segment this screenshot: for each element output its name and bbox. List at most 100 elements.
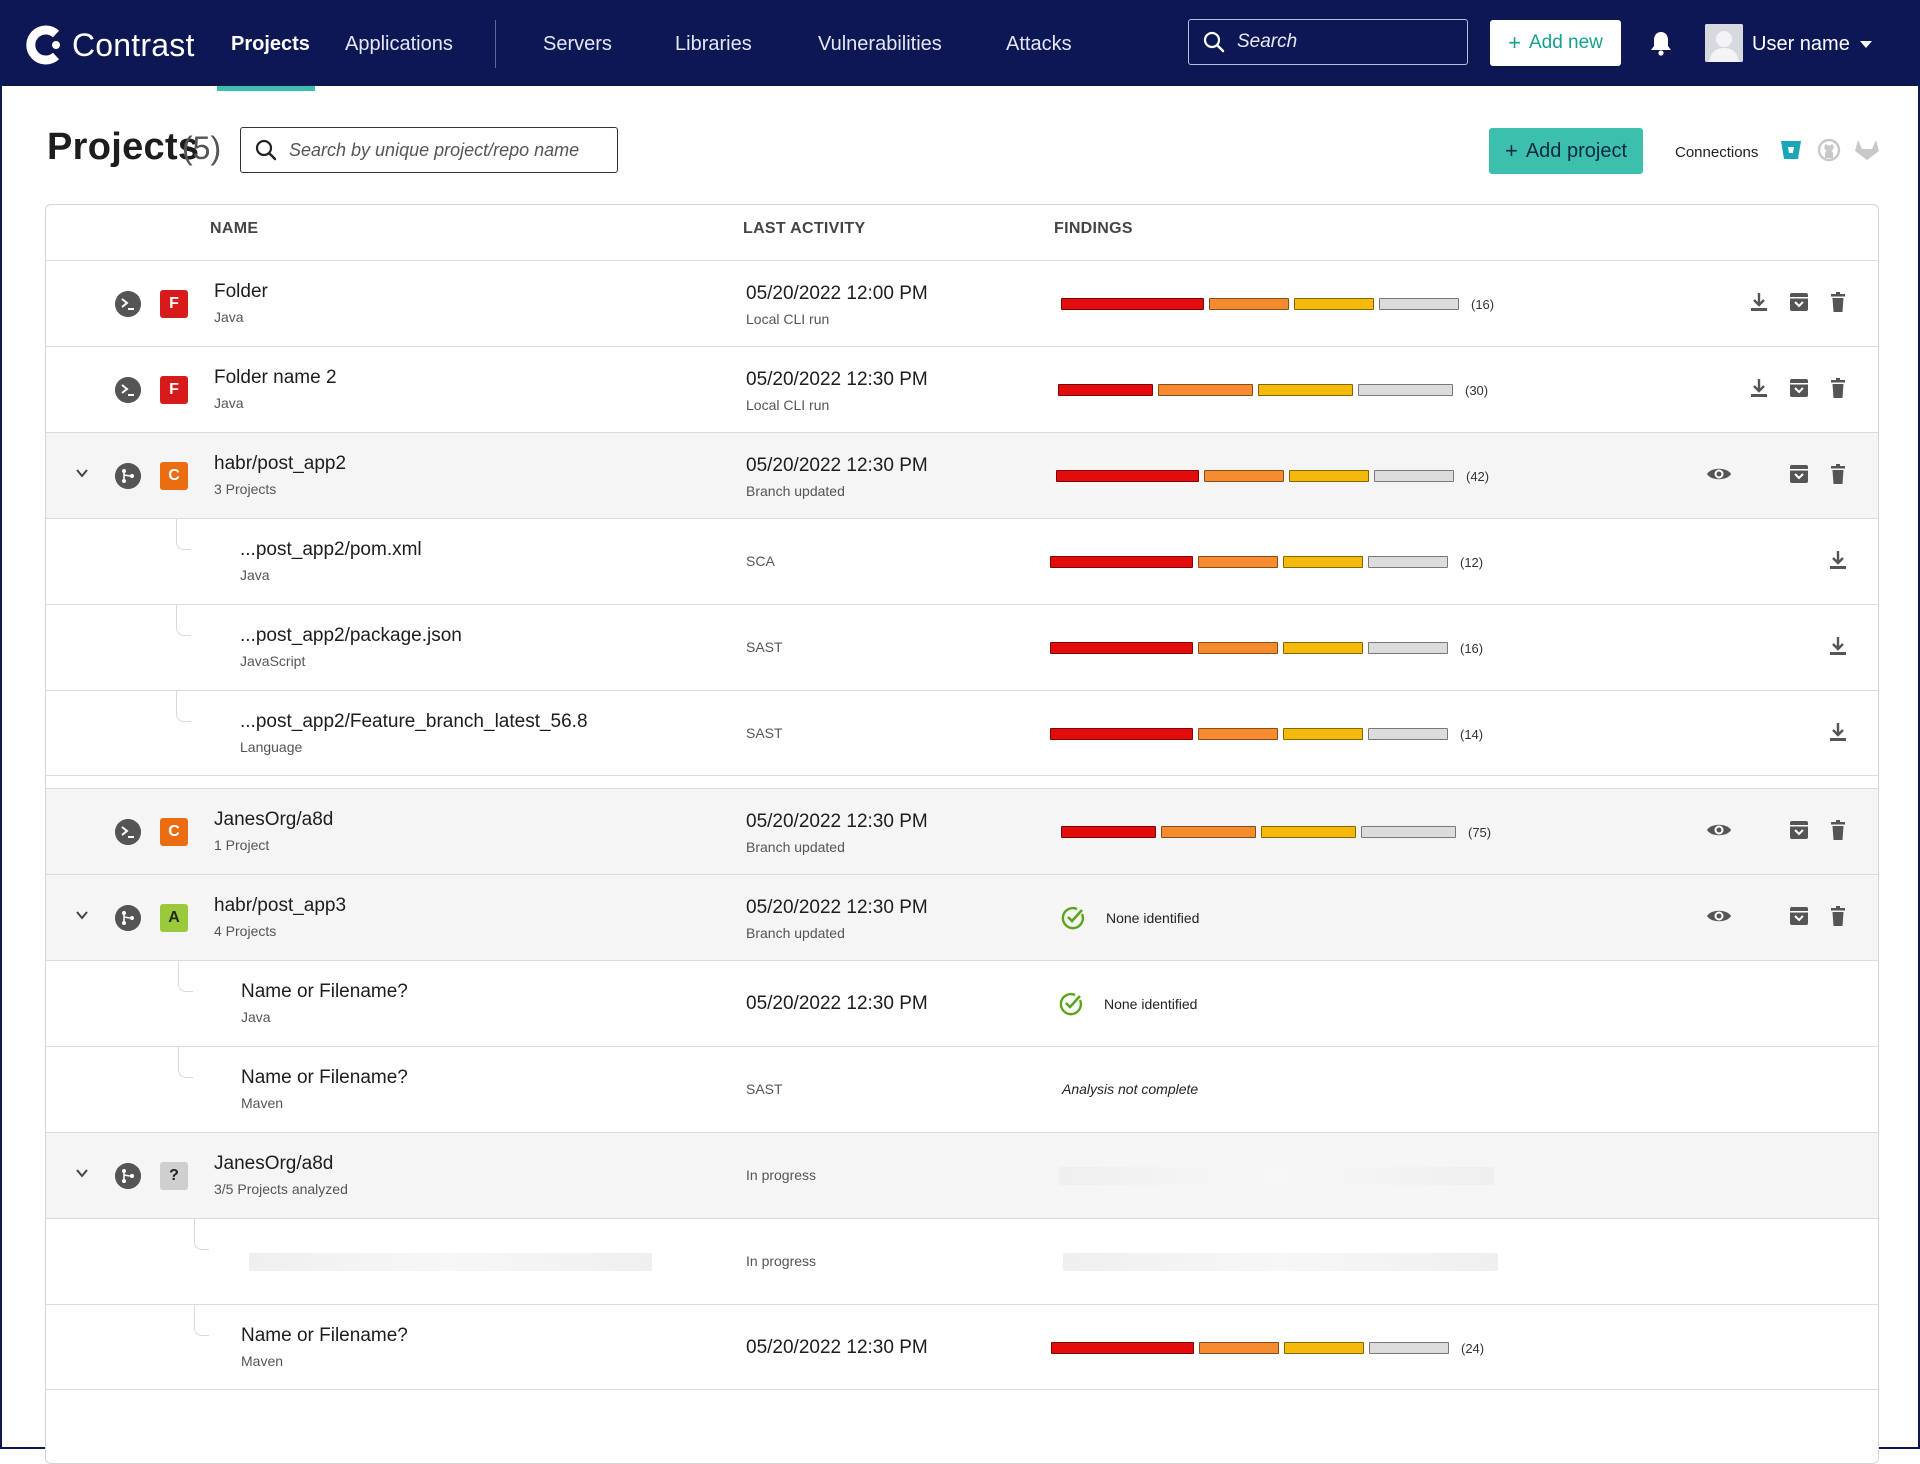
subproject-language: Language (240, 739, 303, 755)
delete-button[interactable] (1825, 375, 1851, 401)
table-row[interactable]: ? JanesOrg/a8d 3/5 Projects analyzed In … (46, 1132, 1878, 1218)
high-segment (1209, 298, 1289, 310)
project-name[interactable]: Folder name 2 (214, 367, 337, 388)
column-header-findings[interactable]: FINDINGS (1054, 220, 1133, 237)
subproject-name[interactable]: Name or Filename? (241, 1325, 408, 1346)
nav-attacks[interactable]: Attacks (1006, 33, 1072, 55)
column-header-name[interactable]: NAME (210, 220, 259, 237)
delete-button[interactable] (1825, 461, 1851, 487)
add-project-button[interactable]: + Add project (1489, 128, 1643, 174)
archive-icon (1790, 293, 1808, 311)
table-row-child[interactable]: ...post_app2/pom.xml Java SCA (12) (46, 518, 1878, 604)
download-button[interactable] (1746, 289, 1772, 315)
subproject-name[interactable]: Name or Filename? (241, 1067, 408, 1088)
nav-applications[interactable]: Applications (345, 33, 453, 55)
bell-icon[interactable] (1650, 30, 1672, 56)
nav-projects[interactable]: Projects (231, 33, 310, 55)
contrast-logo[interactable]: Contrast (26, 24, 195, 66)
table-row[interactable]: F Folder Java 05/20/2022 12:00 PM Local … (46, 260, 1878, 346)
table-row-child[interactable]: Name or Filename? Maven 05/20/2022 12:30… (46, 1304, 1878, 1390)
project-search[interactable] (240, 127, 618, 173)
download-icon (1830, 723, 1846, 741)
high-segment (1204, 470, 1284, 482)
critical-segment (1050, 556, 1193, 568)
download-button[interactable] (1825, 719, 1851, 745)
global-search-input[interactable] (1235, 30, 1459, 54)
chevron-down-icon[interactable] (75, 1166, 89, 1180)
critical-segment (1056, 470, 1199, 482)
column-header-last-activity[interactable]: LAST ACTIVITY (743, 220, 866, 237)
archive-button[interactable] (1786, 903, 1812, 929)
plus-icon: + (1508, 30, 1521, 55)
download-icon (1830, 637, 1846, 655)
findings-bar[interactable]: (30) (1058, 383, 1488, 398)
findings-bar[interactable]: (16) (1050, 641, 1483, 656)
findings-bar[interactable]: (24) (1051, 1341, 1484, 1356)
table-row[interactable]: C habr/post_app2 3 Projects 05/20/2022 1… (46, 432, 1878, 518)
table-row-child[interactable]: Name or Filename? Maven SAST Analysis no… (46, 1046, 1878, 1132)
project-search-input[interactable] (287, 138, 611, 162)
subproject-name[interactable]: ...post_app2/Feature_branch_latest_56.8 (240, 711, 588, 732)
avatar[interactable] (1705, 24, 1743, 62)
archive-button[interactable] (1786, 817, 1812, 843)
bitbucket-icon[interactable] (1779, 138, 1803, 162)
download-button[interactable] (1825, 633, 1851, 659)
plus-icon: + (1504, 138, 1518, 163)
findings-bar[interactable]: (16) (1061, 297, 1494, 312)
chevron-down-icon[interactable] (75, 466, 89, 480)
nav-vulnerabilities[interactable]: Vulnerabilities (818, 33, 942, 55)
project-name[interactable]: JanesOrg/a8d (214, 1153, 334, 1174)
project-name[interactable]: JanesOrg/a8d (214, 809, 334, 830)
archive-button[interactable] (1786, 375, 1812, 401)
delete-button[interactable] (1825, 817, 1851, 843)
table-row-child[interactable]: Name or Filename? Java 05/20/2022 12:30 … (46, 960, 1878, 1046)
nav-servers[interactable]: Servers (543, 33, 612, 55)
archive-button[interactable] (1786, 289, 1812, 315)
delete-button[interactable] (1825, 903, 1851, 929)
archive-button[interactable] (1786, 461, 1812, 487)
findings-bar[interactable]: (42) (1056, 469, 1489, 484)
project-name[interactable]: habr/post_app3 (214, 895, 347, 916)
last-activity-date: 05/20/2022 12:30 PM (746, 993, 928, 1014)
grade-badge: A (160, 904, 188, 932)
last-activity-type: Branch updated (746, 839, 845, 855)
add-new-label: Add new (1528, 32, 1603, 53)
table-row[interactable]: A habr/post_app3 4 Projects 05/20/2022 1… (46, 874, 1878, 960)
project-name[interactable]: habr/post_app2 (214, 453, 347, 474)
github-icon[interactable] (1817, 138, 1841, 162)
view-button[interactable] (1706, 817, 1732, 843)
delete-button[interactable] (1825, 289, 1851, 315)
download-icon (1751, 379, 1767, 397)
project-name[interactable]: Folder (214, 281, 268, 302)
table-row-child[interactable]: In progress (46, 1218, 1878, 1304)
tree-connector (178, 1047, 193, 1078)
download-button[interactable] (1746, 375, 1772, 401)
table-row[interactable]: F Folder name 2 Java 05/20/2022 12:30 PM… (46, 346, 1878, 432)
check-circle-icon (1061, 906, 1085, 930)
download-icon (1830, 551, 1846, 569)
add-new-button[interactable]: + Add new (1490, 20, 1621, 66)
search-icon (255, 139, 277, 161)
table-row-child[interactable]: ...post_app2/package.json JavaScript SAS… (46, 604, 1878, 690)
table-row[interactable]: C JanesOrg/a8d 1 Project 05/20/2022 12:3… (46, 788, 1878, 874)
download-button[interactable] (1825, 547, 1851, 573)
grade-badge: C (160, 818, 188, 846)
subproject-name[interactable]: Name or Filename? (241, 981, 408, 1002)
view-button[interactable] (1706, 461, 1732, 487)
archive-icon (1790, 821, 1808, 839)
gitlab-icon[interactable] (1854, 138, 1880, 162)
view-button[interactable] (1706, 903, 1732, 929)
global-search[interactable] (1188, 19, 1468, 65)
table-row-child[interactable]: ...post_app2/Feature_branch_latest_56.8 … (46, 690, 1878, 776)
trash-icon (1831, 464, 1845, 484)
findings-bar[interactable]: (75) (1061, 825, 1491, 840)
scan-type: SAST (746, 639, 783, 655)
subproject-name[interactable]: ...post_app2/pom.xml (240, 539, 422, 560)
chevron-down-icon[interactable] (75, 908, 89, 922)
subproject-name[interactable]: ...post_app2/package.json (240, 625, 462, 646)
findings-bar[interactable]: (14) (1050, 727, 1483, 742)
tree-connector (194, 1219, 209, 1250)
findings-bar[interactable]: (12) (1050, 555, 1483, 570)
user-menu[interactable]: User name (1752, 24, 1872, 64)
nav-libraries[interactable]: Libraries (675, 33, 752, 55)
